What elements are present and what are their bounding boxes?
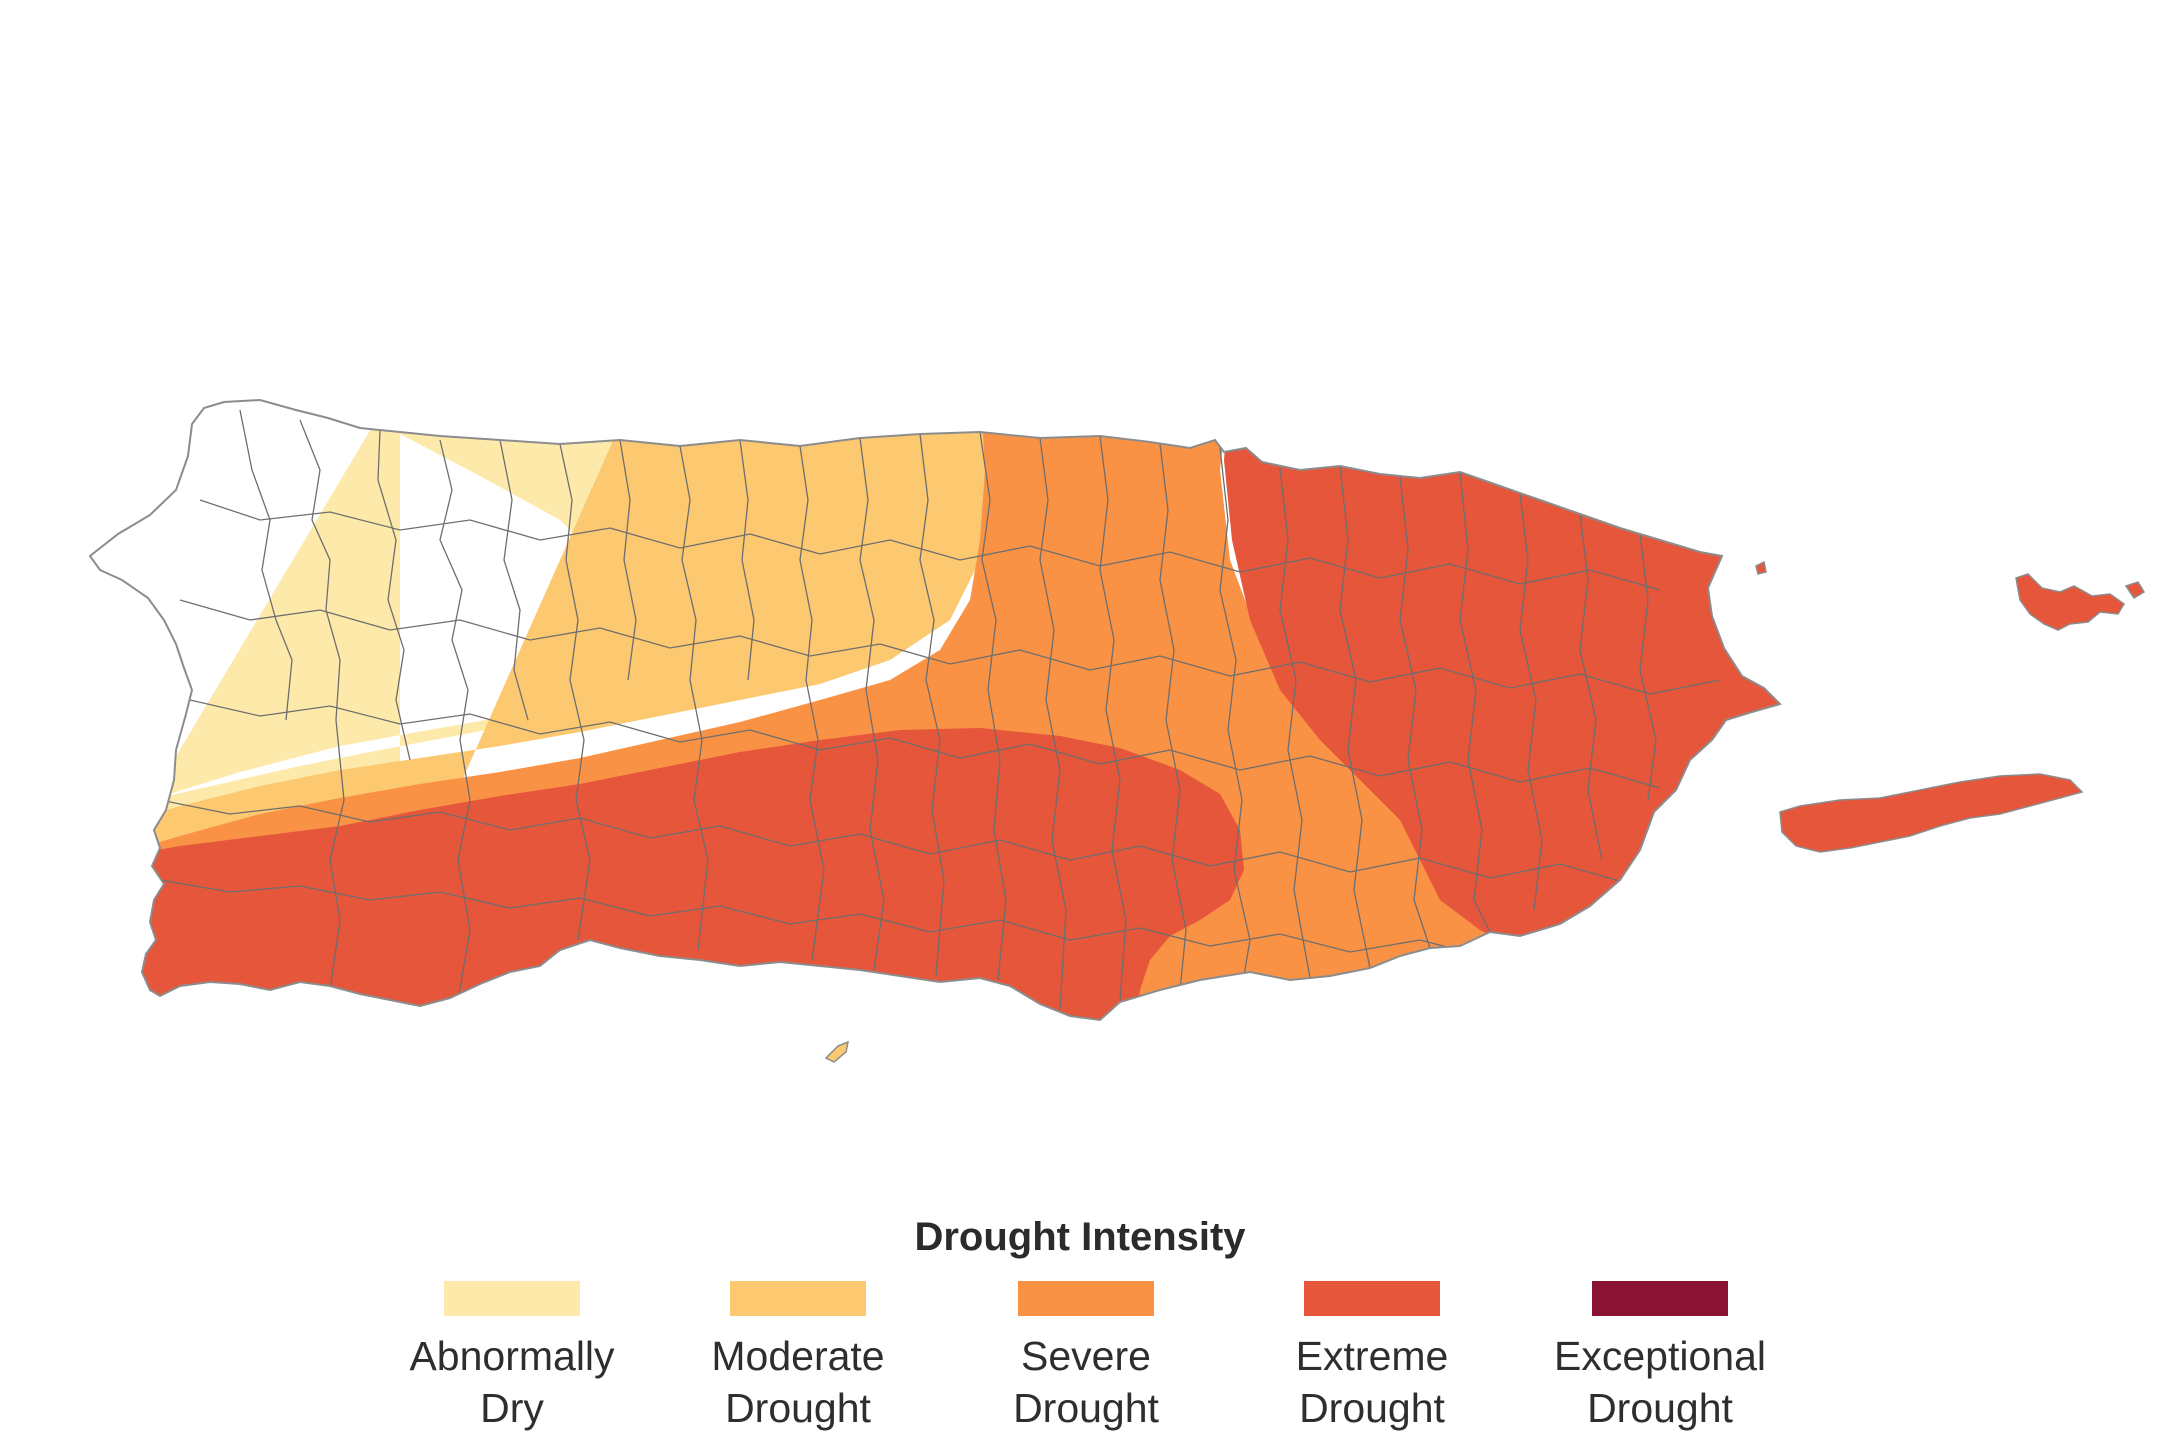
legend-item-extreme-drought: Extreme Drought [1232, 1281, 1512, 1434]
legend-label-abnormally-dry: Abnormally Dry [409, 1333, 615, 1431]
legend-swatch-exceptional-drought [1592, 1281, 1728, 1316]
legend-item-severe-drought: Severe Drought [946, 1281, 1226, 1434]
east-cay-islet [1755, 560, 1767, 575]
legend-swatch-moderate-drought [730, 1281, 866, 1316]
legend-item-abnormally-dry: Abnormally Dry [372, 1281, 652, 1434]
legend-items: Abnormally Dry Moderate Drought Severe D… [0, 1281, 2160, 1441]
legend-swatch-extreme-drought [1304, 1281, 1440, 1316]
legend-item-moderate-drought: Moderate Drought [658, 1281, 938, 1434]
caja-de-muertos-islet [824, 1040, 850, 1063]
moderate-drought-zone [100, 400, 1000, 920]
legend-swatch-severe-drought [1018, 1281, 1154, 1316]
legend-label-severe-drought: Severe Drought [1013, 1333, 1159, 1431]
legend: Drought Intensity Abnormally Dry Moderat… [0, 1215, 2160, 1439]
legend-label-exceptional-drought: Exceptional Drought [1554, 1333, 1766, 1431]
culebra-island [2015, 573, 2125, 631]
legend-label-extreme-drought: Extreme Drought [1295, 1333, 1449, 1431]
legend-item-exceptional-drought: Exceptional Drought [1520, 1281, 1800, 1434]
culebrita-islet [2124, 581, 2146, 600]
municipal-borders [159, 409, 1721, 1011]
vieques-island [1779, 773, 2084, 853]
legend-label-moderate-drought: Moderate Drought [711, 1333, 885, 1431]
legend-swatch-abnormally-dry [444, 1281, 580, 1316]
extreme-drought-zone-south [100, 728, 1244, 1020]
legend-title: Drought Intensity [914, 1215, 1246, 1259]
